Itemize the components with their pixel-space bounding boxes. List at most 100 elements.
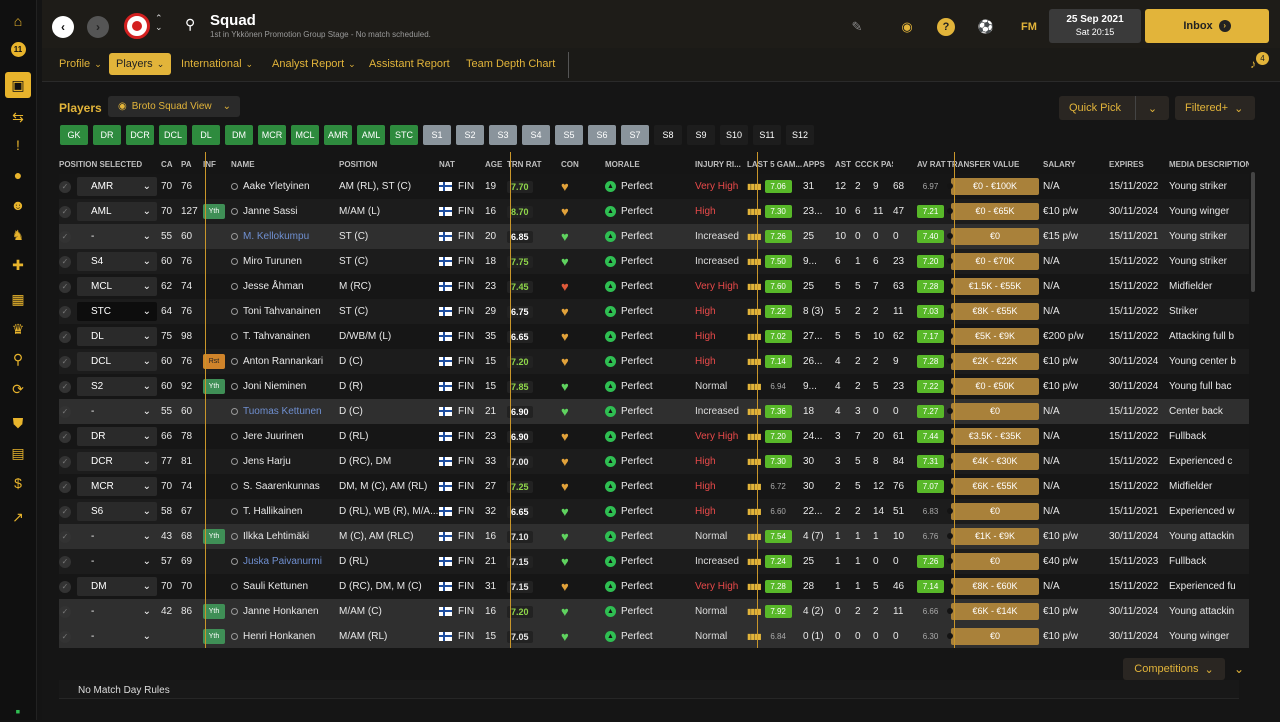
position-select[interactable]: - ⌄ xyxy=(77,227,157,246)
check-icon[interactable]: ✓ xyxy=(59,431,71,443)
column-header[interactable]: EXPIRES xyxy=(1109,159,1144,169)
transfers-icon[interactable]: ⇆ xyxy=(7,106,29,128)
position-button-mcl[interactable]: MCL xyxy=(291,125,319,145)
position-button-s11[interactable]: S11 xyxy=(753,125,781,145)
tab-analyst-report[interactable]: Analyst Report ⌄ xyxy=(265,53,363,75)
world-icon[interactable]: ◉ xyxy=(901,19,913,34)
name-cell[interactable]: Jesse Åhman xyxy=(231,274,339,299)
check-icon[interactable]: ✓ xyxy=(59,331,71,343)
name-cell[interactable]: Janne Honkanen xyxy=(231,599,339,624)
column-header[interactable]: LAST 5 GAM... xyxy=(747,159,803,169)
selection-cell[interactable]: ✓ DR ⌄ xyxy=(59,424,161,449)
table-row[interactable]: ✓ S2 ⌄ 60 92 Yth Joni Nieminen D (R) FIN 15 7.85 ♥ ▲… xyxy=(59,374,1249,399)
table-row[interactable]: ✓ - ⌄ Yth Henri Honkanen M/AM (RL) FIN 15 7.05 ♥ ▲… xyxy=(59,624,1249,648)
position-button-s3[interactable]: S3 xyxy=(489,125,517,145)
column-header[interactable]: K PAS xyxy=(873,159,893,169)
tab-assistant-report[interactable]: Assistant Report xyxy=(362,53,457,75)
selection-cell[interactable]: ✓ - ⌄ xyxy=(59,549,161,574)
position-button-s7[interactable]: S7 xyxy=(621,125,649,145)
bottom-icon[interactable]: ▪ xyxy=(7,700,29,722)
chevron-down-icon[interactable]: ⌄ xyxy=(1234,662,1245,676)
selection-cell[interactable]: ✓ S4 ⌄ xyxy=(59,249,161,274)
ball-icon[interactable]: ⚽ xyxy=(977,19,995,34)
check-icon[interactable]: ✓ xyxy=(59,556,71,568)
help-icon[interactable]: ? xyxy=(937,18,955,36)
position-select[interactable]: - ⌄ xyxy=(77,527,157,546)
check-icon[interactable]: ✓ xyxy=(59,231,71,243)
club-shield-icon[interactable]: ⛊ xyxy=(7,412,29,434)
selection-cell[interactable]: ✓ AML ⌄ xyxy=(59,199,161,224)
column-header[interactable]: POSITION SELECTED xyxy=(59,159,143,169)
selection-cell[interactable]: ✓ - ⌄ xyxy=(59,224,161,249)
check-icon[interactable]: ✓ xyxy=(59,531,71,543)
training-icon[interactable]: ♞ xyxy=(7,224,29,246)
name-cell[interactable]: Joni Nieminen xyxy=(231,374,339,399)
column-header[interactable]: AGE xyxy=(485,159,503,169)
table-row[interactable]: ✓ - ⌄ 42 86 Yth Janne Honkanen M/AM (C) FIN 16 7.2… xyxy=(59,599,1249,624)
position-select[interactable]: - ⌄ xyxy=(77,552,157,571)
position-button-gk[interactable]: GK xyxy=(60,125,88,145)
selection-cell[interactable]: ✓ DM ⌄ xyxy=(59,574,161,599)
refresh-icon[interactable]: ⟳ xyxy=(7,378,29,400)
position-button-s5[interactable]: S5 xyxy=(555,125,583,145)
position-select[interactable]: STC ⌄ xyxy=(77,302,157,321)
table-row[interactable]: ✓ MCL ⌄ 62 74 Jesse Åhman M (RC) FIN 23 7.45 ♥ ▲ Per… xyxy=(59,274,1249,299)
selection-cell[interactable]: ✓ - ⌄ xyxy=(59,624,161,648)
name-cell[interactable]: Sauli Kettunen xyxy=(231,574,339,599)
finance-icon[interactable]: ▤ xyxy=(7,442,29,464)
check-icon[interactable]: ✓ xyxy=(59,181,71,193)
check-icon[interactable]: ✓ xyxy=(59,281,71,293)
check-icon[interactable]: ✓ xyxy=(59,481,71,493)
calendar-11-icon[interactable]: 11 xyxy=(7,38,29,60)
column-header[interactable]: PA xyxy=(181,159,192,169)
column-header[interactable]: SALARY xyxy=(1043,159,1076,169)
position-button-stc[interactable]: STC xyxy=(390,125,418,145)
table-row[interactable]: ✓ - ⌄ 55 60 Tuomas Kettunen D (C) FIN 21 6.90 ♥ ▲ Pe… xyxy=(59,399,1249,424)
forward-button[interactable]: › xyxy=(87,16,109,38)
position-button-s2[interactable]: S2 xyxy=(456,125,484,145)
position-button-s1[interactable]: S1 xyxy=(423,125,451,145)
inbox-button[interactable]: Inbox › xyxy=(1145,9,1269,43)
table-row[interactable]: ✓ - ⌄ 55 60 M. Kellokumpu ST (C) FIN 20 6.85 ♥ ▲ Per… xyxy=(59,224,1249,249)
selection-cell[interactable]: ✓ S6 ⌄ xyxy=(59,499,161,524)
scrollbar[interactable] xyxy=(1251,172,1255,292)
selection-cell[interactable]: ✓ STC ⌄ xyxy=(59,299,161,324)
table-row[interactable]: ✓ S6 ⌄ 58 67 T. Hallikainen D (RL), WB (R), M/… xyxy=(59,499,1249,524)
table-row[interactable]: ✓ MCR ⌄ 70 74 S. Saarenkunnas DM, M (C), AM (R… xyxy=(59,474,1249,499)
ball-icon[interactable]: ● xyxy=(7,164,29,186)
position-select[interactable]: DCL ⌄ xyxy=(77,352,157,371)
selection-cell[interactable]: ✓ DL ⌄ xyxy=(59,324,161,349)
name-cell[interactable]: Janne Sassi xyxy=(231,199,339,224)
name-cell[interactable]: S. Saarenkunnas xyxy=(231,474,339,499)
position-button-dr[interactable]: DR xyxy=(93,125,121,145)
name-cell[interactable]: Jere Juurinen xyxy=(231,424,339,449)
position-button-mcr[interactable]: MCR xyxy=(258,125,286,145)
position-select[interactable]: S2 ⌄ xyxy=(77,377,157,396)
check-icon[interactable]: ✓ xyxy=(59,356,71,368)
tab-international[interactable]: International ⌄ xyxy=(174,53,260,75)
column-header[interactable]: NAT xyxy=(439,159,455,169)
name-cell[interactable]: Miro Turunen xyxy=(231,249,339,274)
position-select[interactable]: - ⌄ xyxy=(77,627,157,646)
position-select[interactable]: DM ⌄ xyxy=(77,577,157,596)
table-row[interactable]: ✓ - ⌄ 57 69 Juska Paivanurmi D (RL) FIN 21 7.15 ♥ ▲… xyxy=(59,549,1249,574)
column-header[interactable]: CCC xyxy=(855,159,873,169)
inbox-alert-icon[interactable]: ! xyxy=(7,134,29,156)
tab-team-depth-chart[interactable]: Team Depth Chart xyxy=(459,53,562,75)
competitions-button[interactable]: Competitions ⌄ xyxy=(1123,658,1225,680)
position-select[interactable]: DCR ⌄ xyxy=(77,452,157,471)
position-button-aml[interactable]: AML xyxy=(357,125,385,145)
table-row[interactable]: ✓ DM ⌄ 70 70 Sauli Kettunen D (RC), DM, M (C) F… xyxy=(59,574,1249,599)
column-header[interactable]: NAME xyxy=(231,159,255,169)
column-header[interactable]: INJURY RI... xyxy=(695,159,741,169)
position-select[interactable]: AML ⌄ xyxy=(77,202,157,221)
position-button-dl[interactable]: DL xyxy=(192,125,220,145)
table-row[interactable]: ✓ DR ⌄ 66 78 Jere Juurinen D (RL) FIN 23 6.90 ♥ ▲ Pe… xyxy=(59,424,1249,449)
position-select[interactable]: AMR ⌄ xyxy=(77,177,157,196)
position-button-s8[interactable]: S8 xyxy=(654,125,682,145)
column-header[interactable]: MEDIA DESCRIPTION xyxy=(1169,159,1249,169)
column-header[interactable]: INF xyxy=(203,159,216,169)
scouting-icon[interactable]: ⚲ xyxy=(7,348,29,370)
column-header[interactable]: APPS xyxy=(803,159,825,169)
position-button-dm[interactable]: DM xyxy=(225,125,253,145)
